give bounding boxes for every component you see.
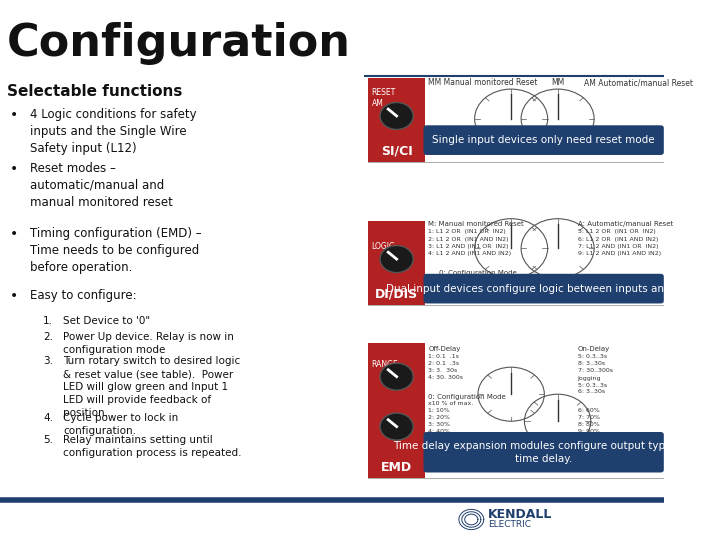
Text: 0: Configuration Mode: 0: Configuration Mode [439, 270, 517, 276]
Text: 8: 3..30s: 8: 3..30s [577, 361, 605, 366]
Circle shape [380, 246, 413, 273]
Text: 7: L1 2 AND (IN1 OR  IN2): 7: L1 2 AND (IN1 OR IN2) [577, 244, 658, 248]
Text: Configuration: Configuration [6, 22, 351, 65]
Text: 2: 20%: 2: 20% [428, 415, 450, 420]
Text: Selectable functions: Selectable functions [6, 84, 182, 99]
Text: SI/CI: SI/CI [381, 145, 413, 158]
Text: 5: 50%: 5: 50% [428, 436, 450, 441]
Text: 8: 80%: 8: 80% [577, 422, 599, 427]
Text: Off-Delay: Off-Delay [428, 346, 461, 352]
Text: Easy to configure:: Easy to configure: [30, 289, 137, 302]
Text: 6: 60%: 6: 60% [577, 408, 599, 413]
Text: MM Manual monitored Reset: MM Manual monitored Reset [428, 78, 538, 87]
Text: 4: 40%: 4: 40% [428, 429, 450, 434]
Text: MM: MM [551, 78, 564, 87]
Text: 2: 0.1  .3s: 2: 0.1 .3s [428, 361, 459, 366]
Text: 1: L1 2 OR  (IN1 OR  IN2): 1: L1 2 OR (IN1 OR IN2) [428, 230, 506, 234]
Text: 1: 10%: 1: 10% [428, 408, 450, 413]
FancyBboxPatch shape [369, 221, 425, 305]
Text: 3: 3.  30s: 3: 3. 30s [428, 368, 457, 373]
Text: Timing configuration (EMD) –
Time needs to be configured
before operation.: Timing configuration (EMD) – Time needs … [30, 227, 202, 274]
Text: 5.: 5. [43, 435, 53, 445]
Text: 4 Logic conditions for safety
inputs and the Single Wire
Safety input (L12): 4 Logic conditions for safety inputs and… [30, 108, 197, 155]
Text: KENDALL: KENDALL [488, 508, 552, 521]
Text: Jogging: Jogging [577, 376, 601, 381]
Text: RESET
AM: RESET AM [372, 89, 396, 108]
Text: Set Device to '0": Set Device to '0" [63, 316, 150, 326]
Text: •: • [10, 289, 18, 303]
Text: Power Up device. Relay is now in
configuration mode: Power Up device. Relay is now in configu… [63, 332, 234, 355]
Text: Time delay expansion modules configure output type and
time delay.: Time delay expansion modules configure o… [393, 441, 694, 464]
Text: 0: Configuration Mode: 0: Configuration Mode [428, 394, 506, 400]
Text: Single input devices only need reset mode: Single input devices only need reset mod… [432, 135, 655, 145]
Text: 10: 100%: 10: 100% [577, 436, 607, 441]
Text: 4: L1 2 AND (IN1 AND IN2): 4: L1 2 AND (IN1 AND IN2) [428, 251, 511, 255]
FancyBboxPatch shape [423, 432, 664, 472]
FancyBboxPatch shape [369, 343, 425, 478]
Text: •: • [10, 227, 18, 241]
Text: ELECTRIC: ELECTRIC [488, 521, 531, 529]
Text: LOGIC: LOGIC [372, 242, 395, 251]
Text: 2: L1 2 OR  (IN1 AND IN2): 2: L1 2 OR (IN1 AND IN2) [428, 237, 508, 241]
Text: 7: 30..300s: 7: 30..300s [577, 368, 613, 373]
Text: •: • [10, 162, 18, 176]
Text: 6: 3..30s: 6: 3..30s [577, 389, 605, 394]
Text: Cycle power to lock in
configuration.: Cycle power to lock in configuration. [63, 413, 179, 436]
Text: EMD: EMD [381, 461, 412, 474]
Text: 2.: 2. [43, 332, 53, 342]
Text: Reset modes –
automatic/manual and
manual monitored reset: Reset modes – automatic/manual and manua… [30, 162, 173, 209]
Text: M: Manual monitored Reset: M: Manual monitored Reset [428, 221, 524, 227]
Text: 5: 0.3..3s: 5: 0.3..3s [577, 383, 607, 388]
Text: RANGE: RANGE [372, 360, 398, 368]
Text: On-Delay: On-Delay [577, 346, 610, 352]
FancyBboxPatch shape [423, 125, 664, 155]
Text: 1.: 1. [43, 316, 53, 326]
Text: 1: 0.1  .1s: 1: 0.1 .1s [428, 354, 459, 359]
Text: 0: Configuration Mode: 0: Configuration Mode [436, 127, 521, 136]
Text: 6: L1 2 OR  (IN1 AND IN2): 6: L1 2 OR (IN1 AND IN2) [577, 237, 658, 241]
Text: Dual input devices configure logic between inputs and reset: Dual input devices configure logic betwe… [387, 284, 701, 294]
Text: 3: 30%: 3: 30% [428, 422, 450, 427]
Text: Relay maintains setting until
configuration process is repeated.: Relay maintains setting until configurat… [63, 435, 242, 457]
Circle shape [380, 363, 413, 390]
FancyBboxPatch shape [369, 78, 425, 162]
Text: DI/DIS: DI/DIS [375, 288, 418, 301]
Circle shape [380, 103, 413, 130]
Text: x10 % of max.: x10 % of max. [428, 401, 474, 406]
Text: 9: L1 2 AND (IN1 AND IN2): 9: L1 2 AND (IN1 AND IN2) [577, 251, 661, 255]
Text: Turn rotary switch to desired logic
& reset value (see table).  Power
LED will g: Turn rotary switch to desired logic & re… [63, 356, 240, 417]
Circle shape [380, 413, 413, 440]
Text: 3: L1 2 AND (IN1 OR  IN2): 3: L1 2 AND (IN1 OR IN2) [428, 244, 508, 248]
Text: 5: L1 2 OR  (IN1 OR  IN2): 5: L1 2 OR (IN1 OR IN2) [577, 230, 655, 234]
Text: 3.: 3. [43, 356, 53, 367]
Text: •: • [10, 108, 18, 122]
Text: 7: 70%: 7: 70% [577, 415, 600, 420]
Text: 4.: 4. [43, 413, 53, 423]
Text: 4: 30. 300s: 4: 30. 300s [428, 375, 463, 380]
Text: 5: 0.3..3s: 5: 0.3..3s [577, 354, 607, 359]
Text: AM Automatic/manual Reset: AM Automatic/manual Reset [584, 78, 693, 87]
Text: A: Automatic/manual Reset: A: Automatic/manual Reset [577, 221, 672, 227]
FancyBboxPatch shape [423, 274, 664, 303]
Text: 9: 90%: 9: 90% [577, 429, 600, 434]
